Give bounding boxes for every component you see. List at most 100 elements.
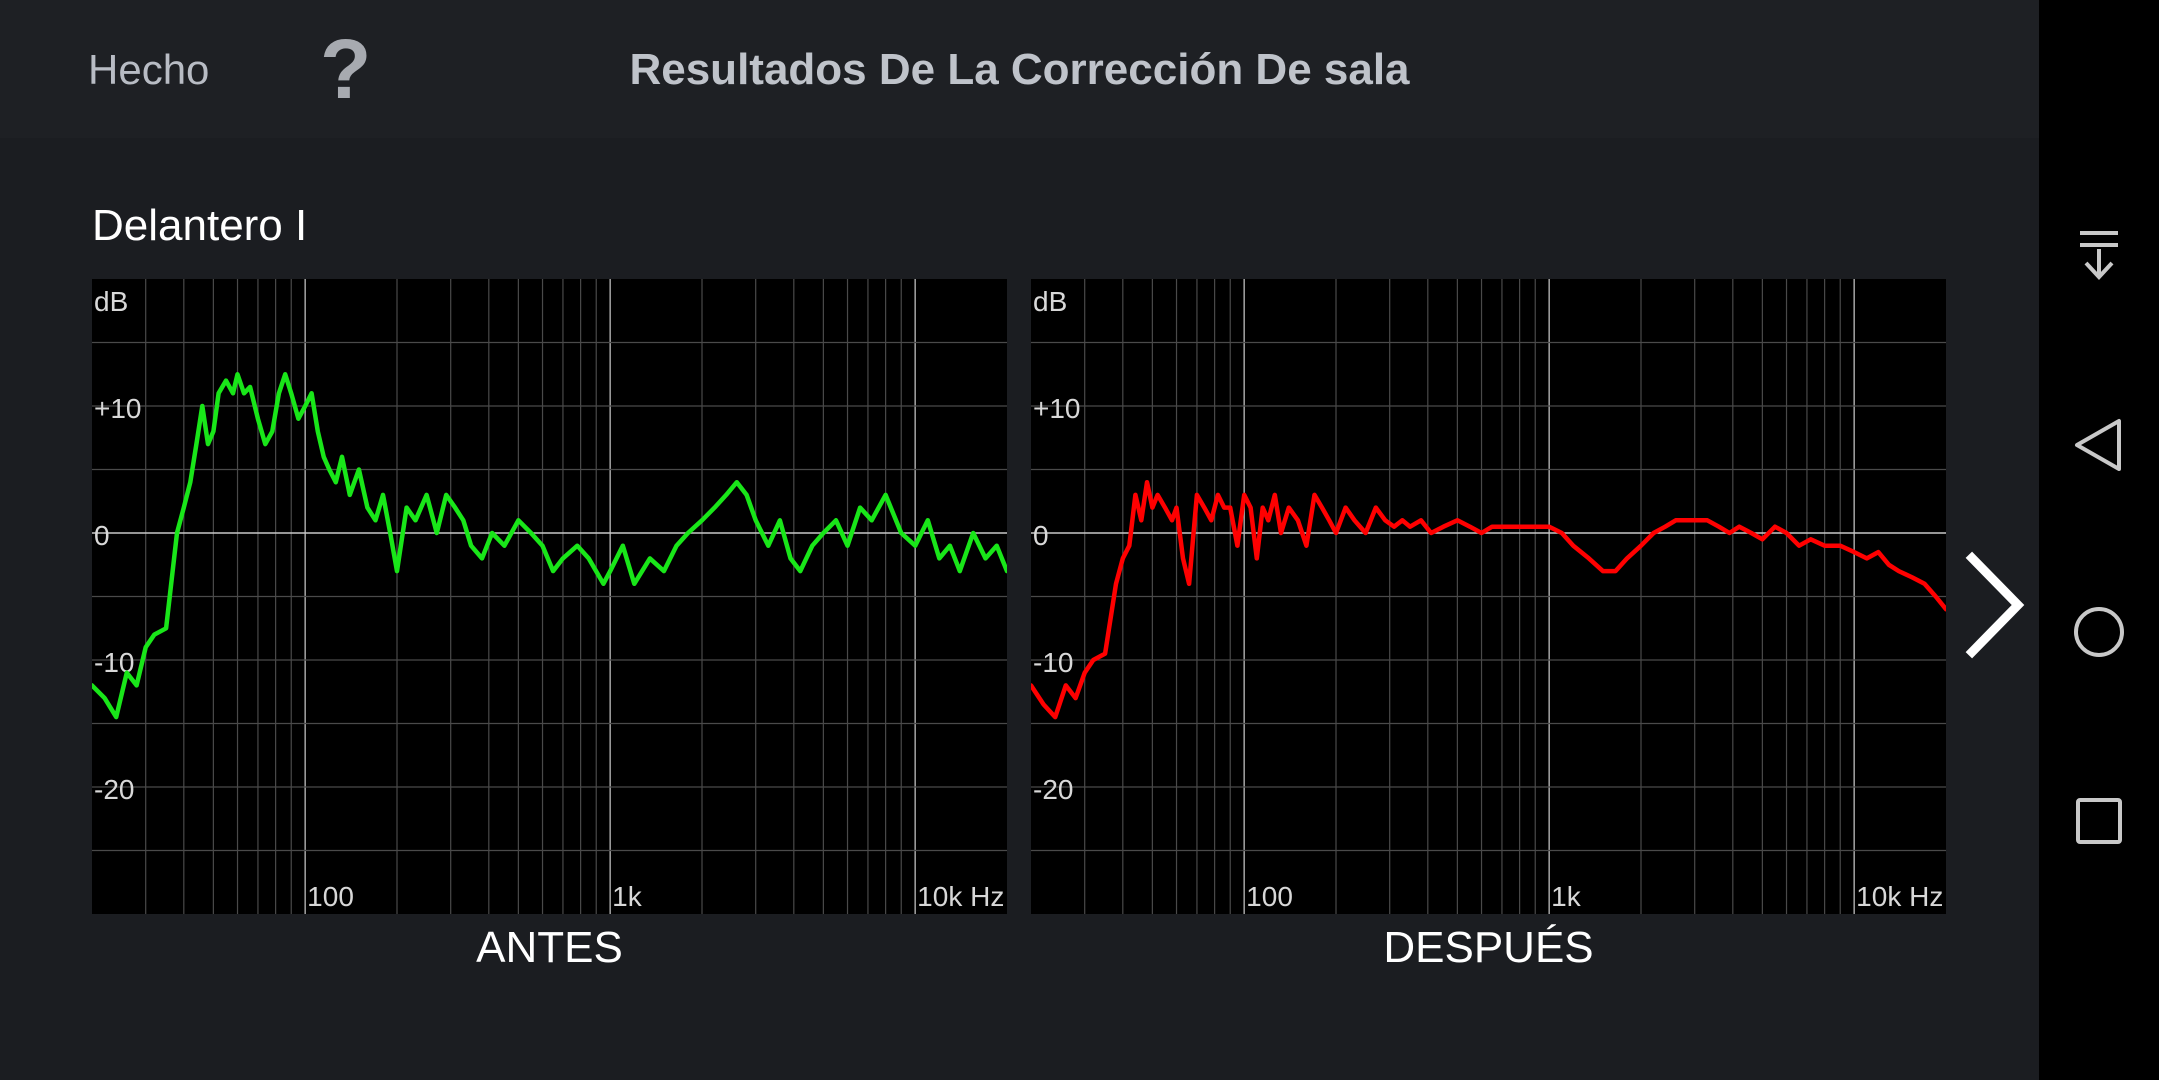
data-point bbox=[972, 532, 974, 534]
data-point bbox=[1151, 507, 1153, 509]
data-point bbox=[1146, 481, 1148, 483]
data-point bbox=[541, 545, 544, 547]
data-point bbox=[1824, 545, 1826, 547]
data-point bbox=[284, 373, 286, 375]
data-point bbox=[885, 494, 887, 496]
data-point bbox=[588, 557, 590, 559]
data-point bbox=[1898, 570, 1900, 572]
data-point bbox=[297, 418, 299, 420]
data-point bbox=[822, 532, 825, 534]
data-point bbox=[871, 519, 873, 521]
data-point bbox=[1203, 507, 1205, 509]
data-point bbox=[414, 519, 417, 521]
system-nav-bar bbox=[2039, 0, 2159, 1080]
data-point bbox=[1911, 576, 1913, 578]
data-point bbox=[938, 557, 940, 559]
data-point bbox=[1935, 595, 1937, 598]
data-point bbox=[1548, 526, 1550, 528]
help-button[interactable]: ? bbox=[320, 22, 372, 116]
before-caption: ANTES bbox=[476, 923, 623, 972]
data-point bbox=[1375, 507, 1377, 509]
notification-pull-down-button[interactable] bbox=[2039, 210, 2159, 300]
data-point bbox=[622, 545, 624, 547]
data-point bbox=[1229, 507, 1231, 509]
data-point bbox=[1217, 494, 1219, 496]
data-point bbox=[1738, 526, 1740, 528]
done-button[interactable]: Hecho bbox=[88, 46, 210, 93]
after-chart-svg: +10 0 -10 -20 dB 100 1k 10k Hz bbox=[1031, 279, 1946, 914]
data-point bbox=[1626, 557, 1628, 559]
data-point bbox=[1602, 570, 1604, 572]
home-button[interactable] bbox=[2039, 587, 2159, 677]
top-bar: Hecho ? Resultados De La Corrección De s… bbox=[0, 0, 2039, 138]
data-point bbox=[1054, 716, 1056, 718]
data-point bbox=[1157, 494, 1159, 496]
data-point bbox=[183, 507, 185, 509]
data-point bbox=[264, 443, 266, 445]
data-point bbox=[1393, 526, 1395, 528]
data-point bbox=[1718, 526, 1720, 528]
data-point bbox=[1469, 526, 1471, 528]
data-point bbox=[996, 545, 998, 547]
data-point bbox=[382, 494, 384, 496]
data-point bbox=[1262, 507, 1264, 509]
data-point bbox=[1305, 545, 1307, 547]
data-point bbox=[846, 545, 849, 547]
data-point bbox=[927, 519, 929, 521]
data-point bbox=[153, 634, 155, 636]
data-point bbox=[1122, 557, 1124, 559]
data-point bbox=[1685, 519, 1687, 521]
data-point bbox=[341, 456, 343, 458]
data-point bbox=[311, 392, 313, 394]
data-point bbox=[278, 392, 280, 394]
data-point bbox=[949, 545, 951, 547]
data-point bbox=[1223, 507, 1225, 509]
x-tick-label: 100 bbox=[307, 881, 354, 912]
data-point bbox=[115, 716, 117, 718]
data-point bbox=[1401, 519, 1403, 521]
data-point bbox=[1785, 532, 1788, 534]
data-point bbox=[1480, 532, 1483, 534]
data-point bbox=[1923, 583, 1926, 585]
data-point bbox=[736, 481, 738, 483]
frequency-response-line bbox=[1031, 479, 1946, 720]
y-tick-label: -20 bbox=[94, 774, 134, 805]
notification-pull-down-icon bbox=[2080, 231, 2118, 280]
x-tick-label: 10k Hz bbox=[1856, 881, 1943, 912]
data-point bbox=[725, 494, 727, 496]
back-button[interactable] bbox=[2039, 400, 2159, 490]
data-point bbox=[1572, 545, 1574, 547]
data-point bbox=[1171, 519, 1173, 521]
data-point bbox=[195, 443, 197, 445]
data-point bbox=[201, 405, 203, 407]
data-point bbox=[189, 481, 191, 483]
recents-button[interactable] bbox=[2039, 776, 2159, 866]
data-point bbox=[1182, 557, 1184, 559]
data-point bbox=[1456, 519, 1458, 521]
data-point bbox=[799, 570, 801, 572]
data-point bbox=[1866, 557, 1868, 559]
data-point bbox=[1798, 545, 1800, 547]
data-point bbox=[145, 646, 147, 648]
data-point bbox=[602, 583, 604, 585]
data-point bbox=[1761, 538, 1763, 540]
data-point bbox=[1065, 684, 1067, 686]
data-point bbox=[900, 532, 902, 534]
data-point bbox=[562, 557, 564, 559]
data-point bbox=[1888, 564, 1890, 566]
data-point bbox=[1839, 545, 1841, 547]
next-page-button[interactable] bbox=[1960, 550, 2030, 660]
data-point bbox=[243, 392, 245, 394]
data-point bbox=[1104, 653, 1106, 655]
data-point bbox=[1196, 494, 1198, 496]
data-point bbox=[1243, 494, 1245, 496]
home-circle-icon bbox=[2074, 607, 2124, 657]
data-point bbox=[959, 570, 961, 572]
data-point bbox=[1140, 519, 1142, 521]
y-axis-unit-label: dB bbox=[94, 286, 128, 317]
data-point bbox=[470, 545, 472, 547]
data-point bbox=[1164, 507, 1166, 509]
data-point bbox=[232, 392, 234, 394]
data-point bbox=[290, 392, 292, 394]
data-point bbox=[1706, 519, 1708, 521]
